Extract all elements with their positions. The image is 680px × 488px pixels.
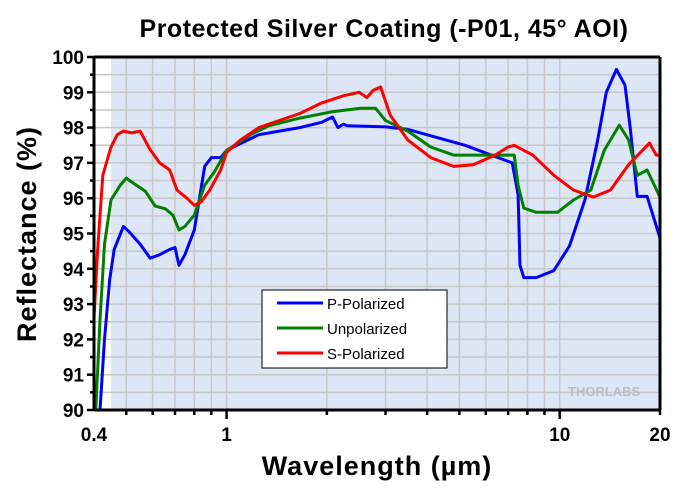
x-tick-label: 20	[649, 425, 670, 446]
series-group	[94, 67, 660, 410]
y-axis-title: Reflectance (%)	[12, 126, 42, 342]
x-tick-label: 10	[549, 425, 570, 446]
y-tick-label: 100	[52, 48, 84, 69]
series-line-s-polarized	[94, 85, 660, 320]
y-tick-label: 98	[63, 119, 84, 140]
y-tick-label: 94	[63, 260, 85, 281]
gridlines	[94, 57, 660, 410]
legend-label: S-Polarized	[327, 346, 405, 363]
x-tick-label: 0.4	[81, 425, 108, 446]
x-tick-label: 1	[221, 425, 232, 446]
thorlabs-watermark: THORLABS	[568, 384, 641, 399]
legend-label: P-Polarized	[327, 296, 405, 313]
y-tick-label: 96	[63, 189, 84, 210]
series-line-unpolarized	[94, 106, 660, 410]
y-tick-label: 91	[63, 366, 85, 387]
y-tick-label: 90	[63, 401, 84, 422]
series-line-p-polarized	[98, 67, 660, 410]
y-tick-label: 95	[63, 225, 85, 246]
chart-title: Protected Silver Coating (-P01, 45° AOI)	[140, 15, 629, 43]
y-tick-label: 93	[63, 295, 84, 316]
ticks: 90 91 92 93 94 95 96 97 98 99 100 0.4 1 10 20	[52, 48, 670, 446]
y-tick-label: 99	[63, 83, 84, 104]
legend-label: Unpolarized	[327, 321, 407, 338]
y-tick-label: 92	[63, 330, 84, 351]
legend-entries: P-Polarized Unpolarized S-Polarized	[277, 296, 407, 363]
x-axis-title: Wavelength (µm)	[262, 451, 493, 481]
y-tick-label: 97	[63, 154, 84, 175]
